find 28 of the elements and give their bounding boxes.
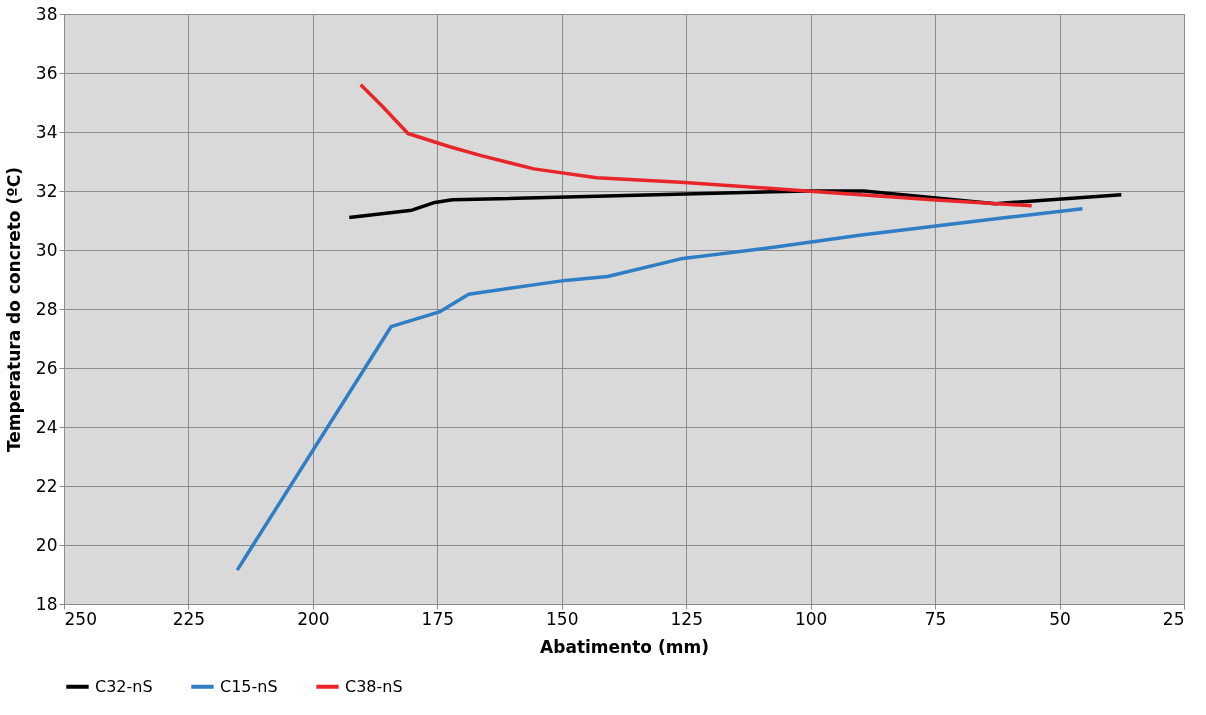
legend-label: C32-nS xyxy=(95,676,153,696)
y-tick-label: 38 xyxy=(35,3,58,24)
x-tick-label: 175 xyxy=(421,608,455,629)
y-tick-label: 22 xyxy=(35,475,58,496)
y-tick-label: 24 xyxy=(35,416,58,437)
y-tick-label: 18 xyxy=(35,593,58,614)
y-tick-label: 30 xyxy=(35,239,58,260)
x-tick-label: 25 xyxy=(1162,608,1185,629)
y-tick-label: 28 xyxy=(35,298,58,319)
x-tick-label: 75 xyxy=(924,608,947,629)
x-tick-label: 225 xyxy=(172,608,206,629)
line-series xyxy=(358,83,1034,208)
x-tick-label: 200 xyxy=(297,608,330,629)
legend-label: C15-nS xyxy=(220,676,278,696)
y-tick-label: 34 xyxy=(35,121,58,142)
legend-label: C38-nS xyxy=(345,676,403,696)
x-axis-title: Abatimento (mm) xyxy=(540,636,709,657)
y-tick-label: 32 xyxy=(35,180,58,201)
x-tick-label: 250 xyxy=(64,608,97,629)
y-tick-label: 26 xyxy=(35,357,58,378)
x-tick-label: 100 xyxy=(794,608,828,629)
y-tick-label: 36 xyxy=(35,62,58,83)
x-tick-label: 150 xyxy=(546,608,579,629)
y-tick-label: 20 xyxy=(35,534,58,555)
x-tick-label: 125 xyxy=(670,608,703,629)
line-series xyxy=(235,206,1085,572)
x-tick-label: 50 xyxy=(1049,608,1071,629)
y-axis-title: Temperatura do concreto (ºC) xyxy=(3,166,24,453)
